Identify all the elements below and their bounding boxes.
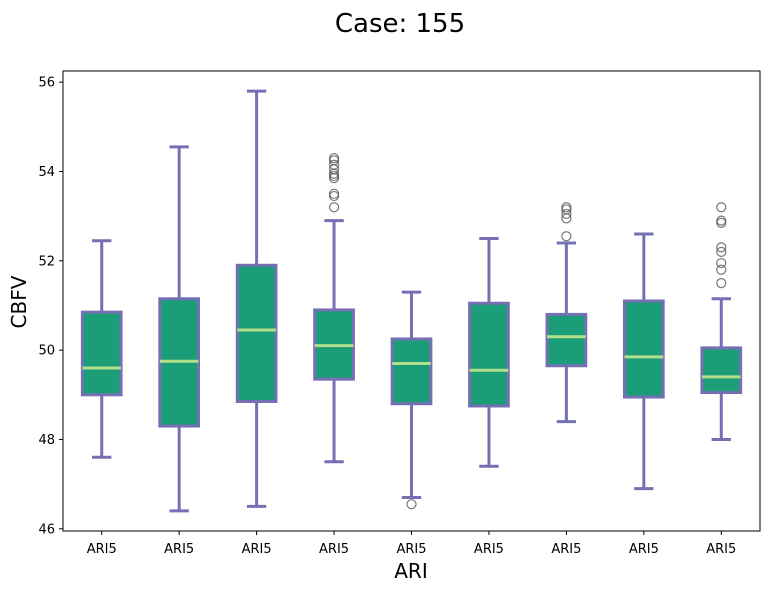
x-axis-label: ARI	[394, 559, 427, 583]
x-tick-label: ARI5	[319, 542, 349, 557]
box-iqr	[545, 312, 588, 368]
x-tick-label: ARI5	[396, 542, 426, 557]
outlier-point	[328, 159, 340, 170]
y-tick-label: 54	[38, 165, 55, 180]
outlier-point	[561, 231, 572, 242]
outlier-point	[328, 188, 340, 199]
x-tick-label: ARI5	[164, 542, 194, 557]
plot-frame	[62, 70, 761, 532]
outlier-point	[328, 202, 340, 213]
y-axis-label: CBFV	[7, 275, 31, 328]
box-iqr	[622, 299, 665, 399]
outlier-point	[561, 202, 572, 213]
box-iqr	[468, 301, 510, 408]
y-tick-label: 52	[38, 254, 55, 269]
x-tick-label: ARI5	[242, 542, 272, 557]
y-tick-label: 56	[38, 76, 55, 91]
chart-title: Case: 155	[335, 9, 465, 39]
outlier-point	[716, 278, 727, 289]
x-tick-label: ARI5	[706, 542, 736, 557]
box-iqr	[390, 337, 433, 406]
outlier-point	[716, 257, 727, 269]
x-tick-label: ARI5	[629, 542, 659, 557]
x-tick-label: ARI5	[87, 542, 117, 557]
outlier-point	[561, 208, 572, 220]
outlier-point	[328, 190, 340, 202]
box-iqr	[700, 346, 743, 395]
x-tick-label: ARI5	[551, 542, 581, 557]
x-tick-label: ARI5	[474, 542, 504, 557]
outlier-point	[328, 152, 340, 164]
box-iqr	[235, 263, 278, 403]
outlier-point	[716, 264, 727, 275]
outlier-point	[406, 499, 417, 510]
outlier-point	[716, 242, 727, 253]
outlier-point	[716, 246, 727, 257]
outlier-point	[716, 215, 727, 226]
y-tick-label: 50	[38, 344, 55, 359]
y-tick-label: 46	[38, 522, 55, 537]
y-tick-label: 48	[38, 433, 55, 448]
outlier-point	[716, 217, 727, 228]
box-iqr	[80, 310, 123, 397]
outlier-point	[716, 202, 727, 213]
plot-area: 46 48 50 52 54 56 ARI5 ARI5 ARI5 ARI5 ARI5 ARI5 ARI5…	[38, 76, 743, 557]
